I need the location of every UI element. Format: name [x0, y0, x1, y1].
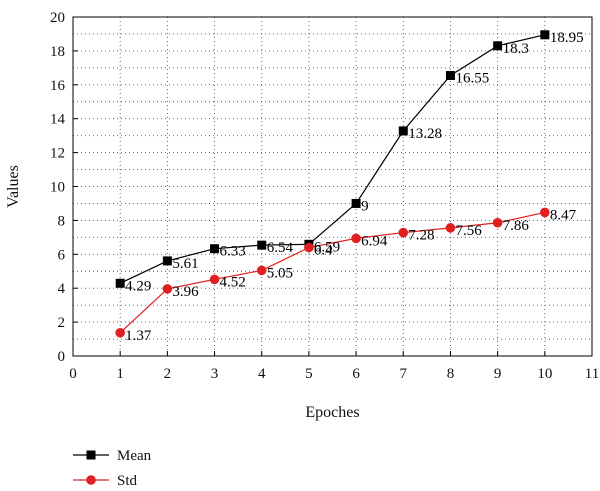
x-axis-title: Epoches [305, 404, 359, 421]
y-tick-label: 0 [58, 349, 66, 365]
data-label-std: 6.4 [314, 243, 333, 259]
x-tick-label: 0 [69, 366, 77, 382]
x-tick-label: 9 [494, 366, 502, 382]
x-tick-label: 4 [258, 366, 266, 382]
point-std [351, 233, 361, 244]
y-tick-label: 20 [50, 10, 65, 26]
data-labels: 4.29 5.61 6.33 6.54 6.59 9 13.28 16.55 18.3 18.95… [125, 30, 583, 344]
x-tick-label: 10 [537, 366, 552, 382]
y-tick-label: 4 [58, 281, 66, 297]
y-axis-title: Values [5, 165, 22, 208]
y-tick-label: 2 [58, 315, 66, 331]
y-tick-label: 12 [50, 146, 65, 162]
x-tick-label: 1 [116, 366, 124, 382]
plot-area-frame [72, 16, 593, 357]
y-tick-label: 8 [58, 213, 66, 229]
data-label-std: 7.28 [408, 228, 434, 244]
point-mean [445, 70, 455, 80]
point-mean [540, 30, 550, 40]
legend-marker-std [86, 475, 96, 485]
point-std [115, 327, 125, 338]
point-std [540, 207, 550, 218]
point-std [492, 217, 503, 228]
data-label-std: 5.05 [267, 265, 293, 281]
legend-label-mean: Mean [117, 448, 152, 464]
data-label-mean: 18.95 [550, 30, 584, 46]
data-label-std: 4.52 [220, 274, 246, 290]
y-tick-label: 6 [58, 247, 66, 263]
point-std [256, 265, 267, 276]
legend-marker-mean [86, 450, 96, 460]
data-label-mean: 13.28 [408, 126, 442, 142]
series-line-mean [119, 34, 545, 284]
data-label-mean: 16.55 [455, 70, 489, 86]
data-label-std: 6.94 [361, 233, 388, 249]
x-tick-label: 3 [211, 366, 219, 382]
y-tick-label: 18 [50, 44, 65, 60]
x-tick-label: 11 [585, 366, 599, 382]
point-mean [210, 244, 220, 254]
data-label-std: 8.47 [550, 207, 577, 223]
point-std [209, 274, 220, 285]
x-tick-label: 2 [164, 366, 172, 382]
x-tick-label: 8 [447, 366, 455, 382]
data-label-std: 1.37 [125, 328, 152, 344]
data-label-mean: 6.33 [220, 244, 246, 260]
point-std [398, 227, 409, 238]
data-label-std: 7.56 [455, 223, 482, 239]
series-group [115, 30, 550, 338]
x-tick-label: 5 [305, 366, 313, 382]
x-tick-label: 7 [400, 366, 408, 382]
point-mean [162, 256, 172, 266]
data-label-mean: 6.54 [267, 240, 294, 256]
data-label-mean: 5.61 [172, 256, 198, 272]
point-mean [493, 41, 503, 51]
legend: Mean Std [73, 448, 152, 489]
point-mean [257, 240, 267, 250]
point-mean [351, 198, 361, 208]
legend-item-mean: Mean [73, 448, 152, 464]
data-label-mean: 4.29 [125, 278, 151, 294]
series-line-std [119, 211, 545, 334]
data-label-mean: 6.59 [314, 239, 340, 255]
grid-lines [73, 17, 592, 356]
point-std [162, 284, 173, 294]
y-tick-label: 10 [50, 180, 65, 196]
legend-label-std: Std [117, 473, 138, 489]
point-mean [398, 126, 408, 136]
data-label-std: 3.96 [172, 284, 199, 300]
data-label-mean: 18.3 [503, 41, 529, 57]
data-label-mean: 9 [361, 198, 369, 214]
x-tick-label: 6 [352, 366, 360, 382]
y-tick-label: 16 [50, 78, 66, 94]
point-mean [115, 278, 125, 288]
y-tick-label: 14 [50, 112, 66, 128]
data-label-std: 7.86 [503, 218, 530, 234]
point-std [445, 223, 456, 233]
legend-item-std: Std [73, 473, 138, 489]
point-std [304, 242, 314, 253]
